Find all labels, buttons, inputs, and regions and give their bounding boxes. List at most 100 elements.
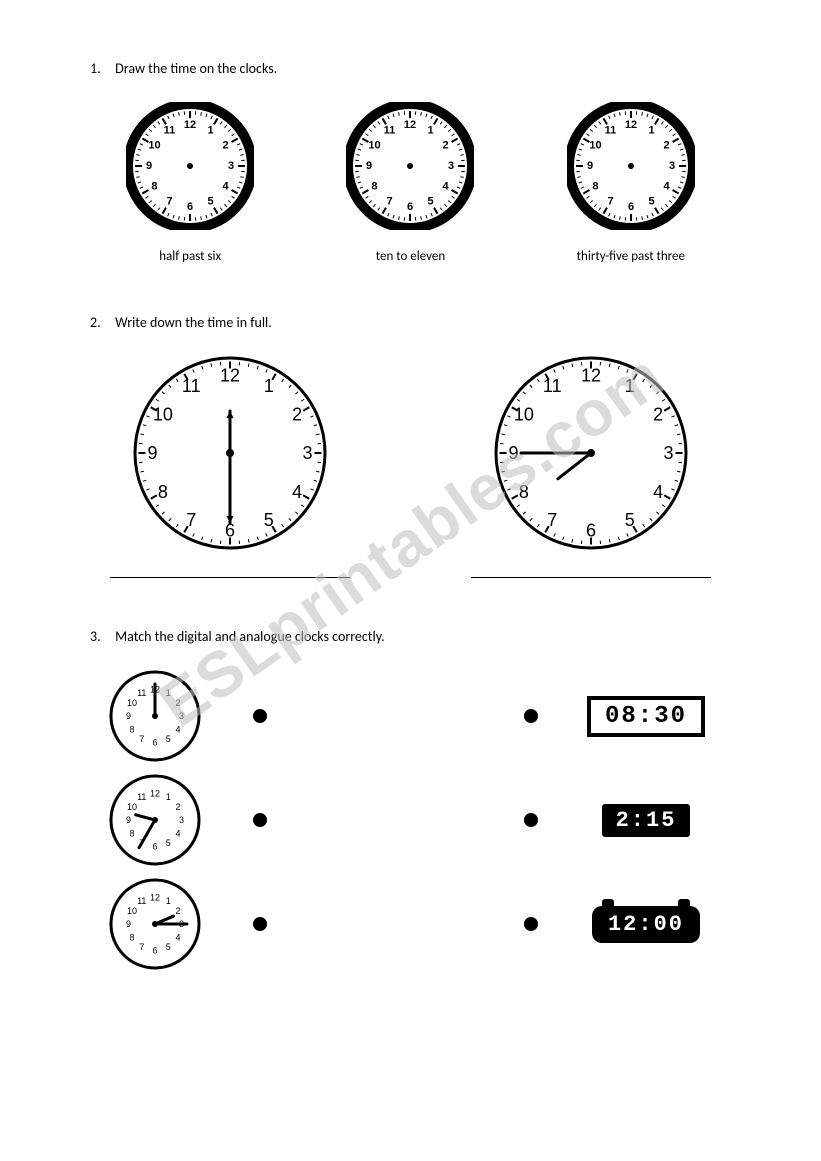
svg-text:3: 3 bbox=[669, 160, 675, 172]
svg-text:2: 2 bbox=[175, 906, 180, 916]
match-analog-2: 123456789101112 bbox=[90, 774, 220, 866]
svg-text:4: 4 bbox=[292, 482, 302, 502]
svg-text:7: 7 bbox=[607, 196, 613, 208]
svg-text:5: 5 bbox=[648, 196, 654, 208]
svg-text:9: 9 bbox=[148, 443, 158, 463]
svg-text:1: 1 bbox=[166, 792, 171, 802]
question-2: 2. Write down the time in full. 12345678… bbox=[90, 314, 731, 578]
question-3-text: 3. Match the digital and analogue clocks… bbox=[90, 628, 731, 645]
q1-clock-1: 123456789101112 half past six bbox=[90, 102, 290, 264]
svg-text:10: 10 bbox=[153, 404, 173, 424]
svg-text:11: 11 bbox=[137, 792, 146, 802]
svg-text:7: 7 bbox=[167, 196, 173, 208]
svg-text:1: 1 bbox=[166, 688, 171, 698]
svg-text:7: 7 bbox=[547, 510, 557, 530]
svg-text:9: 9 bbox=[126, 919, 131, 929]
svg-text:2: 2 bbox=[292, 404, 302, 424]
digital-clock-1: 08:30 bbox=[587, 696, 705, 737]
q2-prompt: Write down the time in full. bbox=[115, 314, 272, 331]
svg-text:6: 6 bbox=[628, 201, 634, 213]
svg-text:11: 11 bbox=[543, 376, 562, 396]
svg-text:11: 11 bbox=[137, 688, 146, 698]
svg-text:3: 3 bbox=[179, 711, 184, 721]
svg-text:8: 8 bbox=[158, 482, 168, 502]
svg-text:10: 10 bbox=[127, 906, 137, 916]
q2-answer-line-1[interactable] bbox=[110, 577, 350, 578]
q1-clock-3-label: thirty-five past three bbox=[577, 249, 685, 264]
svg-text:7: 7 bbox=[186, 510, 196, 530]
match-dot-left-1[interactable] bbox=[253, 709, 267, 723]
svg-text:3: 3 bbox=[663, 443, 673, 463]
svg-text:9: 9 bbox=[366, 160, 372, 172]
match-analog-1: 123456789101112 bbox=[90, 670, 220, 762]
svg-text:12: 12 bbox=[184, 119, 196, 131]
q2-answer-line-2[interactable] bbox=[471, 577, 711, 578]
svg-text:1: 1 bbox=[428, 124, 434, 136]
clock-face: 123456789101112 bbox=[126, 102, 254, 235]
svg-text:8: 8 bbox=[130, 828, 135, 838]
svg-text:9: 9 bbox=[508, 443, 518, 463]
svg-text:1: 1 bbox=[648, 124, 654, 136]
svg-text:6: 6 bbox=[407, 201, 413, 213]
svg-text:8: 8 bbox=[372, 181, 378, 193]
svg-text:11: 11 bbox=[384, 124, 396, 136]
q1-clock-2: 123456789101112 ten to eleven bbox=[310, 102, 510, 264]
match-dot-right-1[interactable] bbox=[524, 709, 538, 723]
svg-text:6: 6 bbox=[152, 738, 157, 748]
question-2-text: 2. Write down the time in full. bbox=[90, 314, 731, 331]
digital-clock-3: 12:00 bbox=[592, 906, 700, 943]
q3-match-rows: 123456789101112 08:30 123456789101112 2:… bbox=[90, 670, 731, 970]
svg-text:5: 5 bbox=[264, 510, 274, 530]
q1-prompt: Draw the time on the clocks. bbox=[115, 60, 277, 77]
match-row-3: 123456789101112 12:00 bbox=[90, 878, 731, 970]
q3-number: 3. bbox=[90, 628, 112, 645]
svg-text:5: 5 bbox=[208, 196, 214, 208]
svg-text:5: 5 bbox=[166, 838, 171, 848]
svg-text:4: 4 bbox=[653, 482, 663, 502]
q2-clock-2: 123456789101112 bbox=[451, 356, 732, 578]
match-dot-right-3[interactable] bbox=[524, 917, 538, 931]
q1-number: 1. bbox=[90, 60, 112, 77]
clock-face: 123456789101112 bbox=[494, 356, 688, 555]
svg-text:11: 11 bbox=[137, 896, 146, 906]
svg-text:3: 3 bbox=[448, 160, 454, 172]
match-dot-right-2[interactable] bbox=[524, 813, 538, 827]
svg-text:7: 7 bbox=[139, 942, 144, 952]
svg-text:10: 10 bbox=[514, 404, 534, 424]
clock-face: 123456789101112 bbox=[567, 102, 695, 235]
svg-text:12: 12 bbox=[150, 893, 160, 903]
svg-text:11: 11 bbox=[182, 376, 201, 396]
match-row-2: 123456789101112 2:15 bbox=[90, 774, 731, 866]
svg-text:12: 12 bbox=[625, 119, 637, 131]
match-row-1: 123456789101112 08:30 bbox=[90, 670, 731, 762]
svg-text:12: 12 bbox=[581, 366, 601, 386]
svg-text:12: 12 bbox=[150, 789, 160, 799]
svg-text:1: 1 bbox=[264, 376, 274, 396]
svg-text:10: 10 bbox=[149, 140, 161, 152]
svg-text:8: 8 bbox=[519, 482, 529, 502]
svg-text:4: 4 bbox=[663, 181, 670, 193]
svg-text:5: 5 bbox=[166, 942, 171, 952]
svg-text:9: 9 bbox=[126, 815, 131, 825]
q1-clock-3: 123456789101112 thirty-five past three bbox=[531, 102, 731, 264]
svg-text:1: 1 bbox=[208, 124, 214, 136]
match-dot-left-3[interactable] bbox=[253, 917, 267, 931]
svg-text:2: 2 bbox=[223, 140, 229, 152]
match-analog-3: 123456789101112 bbox=[90, 878, 220, 970]
svg-text:10: 10 bbox=[369, 140, 381, 152]
svg-text:4: 4 bbox=[443, 181, 450, 193]
question-1: 1. Draw the time on the clocks. 12345678… bbox=[90, 60, 731, 264]
match-dot-left-2[interactable] bbox=[253, 813, 267, 827]
q2-clock-1: 123456789101112 bbox=[90, 356, 371, 578]
svg-text:6: 6 bbox=[586, 521, 596, 541]
svg-text:2: 2 bbox=[175, 698, 180, 708]
svg-text:5: 5 bbox=[166, 734, 171, 744]
svg-text:2: 2 bbox=[175, 802, 180, 812]
svg-text:5: 5 bbox=[624, 510, 634, 530]
q1-clock-1-label: half past six bbox=[159, 249, 221, 264]
q2-clock-row: 123456789101112 123456789101112 bbox=[90, 356, 731, 578]
svg-text:3: 3 bbox=[179, 815, 184, 825]
svg-text:9: 9 bbox=[587, 160, 593, 172]
svg-text:12: 12 bbox=[404, 119, 416, 131]
clock-face: 123456789101112 bbox=[346, 102, 474, 235]
